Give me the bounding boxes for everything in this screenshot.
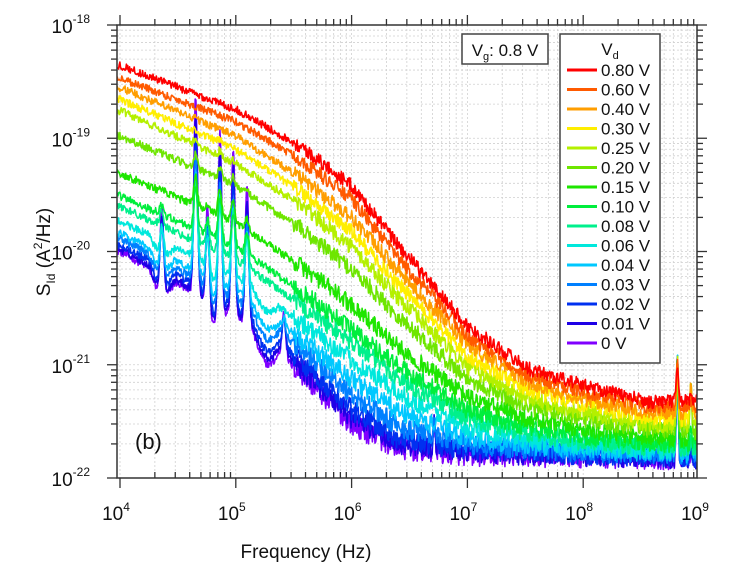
legend-item: 0.03 V (567, 276, 651, 295)
legend-item: 0.25 V (567, 139, 651, 158)
y-axis-label: SId (A2/Hz) (31, 208, 58, 297)
vg-annotation-text: Vg: 0.8 V (472, 41, 539, 63)
legend-item: 0 V (567, 334, 627, 353)
vg-annotation: Vg: 0.8 V (461, 33, 549, 65)
legend-label: 0.80 V (601, 61, 651, 80)
legend-item: 0.20 V (567, 159, 651, 178)
series-line-0-40-v (113, 85, 700, 421)
series-line-0-03-v (113, 154, 700, 466)
legend-label: 0.40 V (601, 100, 651, 119)
series-line-0-20-v (113, 131, 700, 440)
legend-label: 0.01 V (601, 315, 651, 334)
legend-item: 0.06 V (567, 237, 651, 256)
legend-label: 0.30 V (601, 120, 651, 139)
legend-item: 0.01 V (567, 315, 651, 334)
series-layer (113, 61, 700, 471)
legend-item: 0.10 V (567, 198, 651, 217)
legend-label: 0.25 V (601, 139, 651, 158)
series-line-0-15-v (113, 169, 700, 448)
x-tick-label: 109 (681, 500, 709, 525)
legend-item: 0.60 V (567, 81, 651, 100)
legend-label: 0.10 V (601, 198, 651, 217)
legend-label: 0.06 V (601, 237, 651, 256)
legend-items: 0.80 V0.60 V0.40 V0.30 V0.25 V0.20 V0.15… (567, 61, 651, 353)
legend-label: 0.08 V (601, 217, 651, 236)
legend-label: 0.04 V (601, 256, 651, 275)
vg-annotation-box (461, 33, 549, 65)
series-line-0-30-v (114, 95, 700, 428)
tick-labels: 104 105 106 107 108 109 10-18 10-19 10-20 10-21 10… (52, 12, 710, 525)
legend-item: 0.02 V (567, 295, 651, 314)
y-tick-label: 10-19 (52, 125, 91, 151)
legend-item: 0.30 V (567, 120, 651, 139)
legend-label: 0.03 V (601, 276, 651, 295)
legend-label: 0.15 V (601, 178, 651, 197)
x-tick-label: 105 (218, 500, 246, 525)
legend-item: 0.80 V (567, 61, 651, 80)
y-tick-label: 10-22 (52, 465, 91, 491)
legend-item: 0.40 V (567, 100, 651, 119)
legend-title: Vd (601, 40, 618, 62)
y-tick-label: 10-21 (52, 352, 91, 378)
legend-label: 0 V (601, 334, 627, 353)
series-line-0-25-v (113, 106, 700, 434)
mask-top (0, 0, 745, 25)
legend-item: 0.04 V (567, 256, 651, 275)
x-tick-label: 107 (449, 500, 477, 525)
x-tick-label: 104 (102, 500, 130, 525)
y-tick-label: 10-18 (52, 12, 91, 38)
legend-label: 0.02 V (601, 295, 651, 314)
legend-label: 0.20 V (601, 159, 651, 178)
x-axis-label: Frequency (Hz) (241, 542, 372, 563)
series-line-0-10-v (113, 186, 700, 453)
axis-ticks (107, 15, 707, 488)
x-tick-label: 106 (334, 500, 362, 525)
y-tick-label: 10-20 (52, 239, 91, 265)
x-tick-label: 108 (565, 500, 593, 525)
legend: Vd 0.80 V0.60 V0.40 V0.30 V0.25 V0.20 V0… (559, 33, 661, 364)
series-line-0-80-v (113, 61, 700, 410)
panel-label: (b) (135, 429, 162, 454)
legend-label: 0.60 V (601, 81, 651, 100)
legend-item: 0.15 V (567, 178, 651, 197)
legend-item: 0.08 V (567, 217, 651, 236)
mask-bottom (0, 478, 745, 575)
